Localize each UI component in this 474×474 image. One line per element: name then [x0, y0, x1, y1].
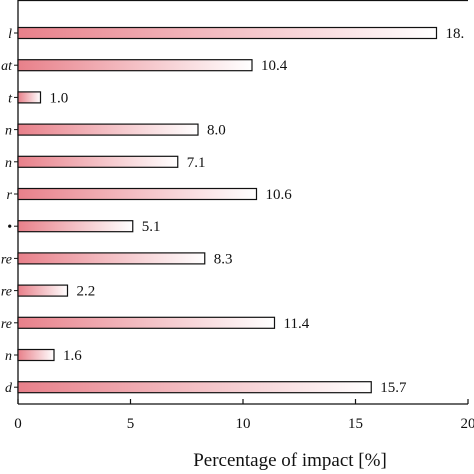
data-label-1: 10.4 [261, 58, 288, 74]
data-label-11: 15.7 [380, 380, 407, 396]
bar-4 [17, 155, 179, 168]
category-label-8: re [1, 285, 12, 300]
x-tick-label-2: 10 [236, 416, 251, 432]
plot-area: 18. l 10.4 at 1.0 t 8.0 n 7.1 n 10.6 r 5.1 • 8.3 re 2.2 r… [1, 0, 474, 432]
bar-7 [17, 252, 206, 265]
x-axis-title: Percentage of impact [%] [193, 450, 387, 471]
data-label-2: 1.0 [50, 90, 69, 106]
data-label-3: 8.0 [207, 123, 226, 139]
category-label-3: n [5, 124, 12, 139]
bar-8 [17, 284, 69, 297]
category-label-1: at [1, 59, 13, 74]
x-tick-label-0: 0 [14, 416, 22, 432]
category-label-11: d [5, 381, 13, 396]
data-label-0: 18. [446, 26, 465, 42]
bar-0 [17, 26, 438, 40]
data-label-9: 11.4 [284, 316, 310, 332]
category-label-5: r [7, 188, 13, 203]
category-label-0: l [8, 27, 12, 42]
category-label-9: re [1, 317, 12, 332]
category-label-6: • [7, 220, 12, 235]
data-label-4: 7.1 [187, 155, 206, 171]
data-label-7: 8.3 [214, 251, 233, 267]
category-label-4: n [5, 156, 12, 171]
category-label-2: t [8, 91, 13, 106]
category-label-7: re [1, 252, 12, 267]
data-label-5: 10.6 [266, 187, 293, 203]
bar-6 [17, 220, 134, 233]
x-tick-label-1: 5 [127, 416, 135, 432]
data-label-8: 2.2 [77, 284, 96, 300]
x-tick-label-4: 20 [461, 416, 474, 432]
bar-2 [17, 91, 42, 104]
category-label-10: n [5, 349, 12, 364]
data-label-10: 1.6 [63, 348, 82, 364]
bar-3 [17, 123, 199, 136]
bar-9 [17, 316, 276, 329]
data-label-6: 5.1 [142, 219, 161, 235]
bar-1 [17, 59, 253, 72]
bar-5 [17, 187, 258, 201]
bar-11 [17, 381, 372, 394]
x-tick-label-3: 15 [348, 416, 363, 432]
bar-10 [17, 348, 55, 362]
